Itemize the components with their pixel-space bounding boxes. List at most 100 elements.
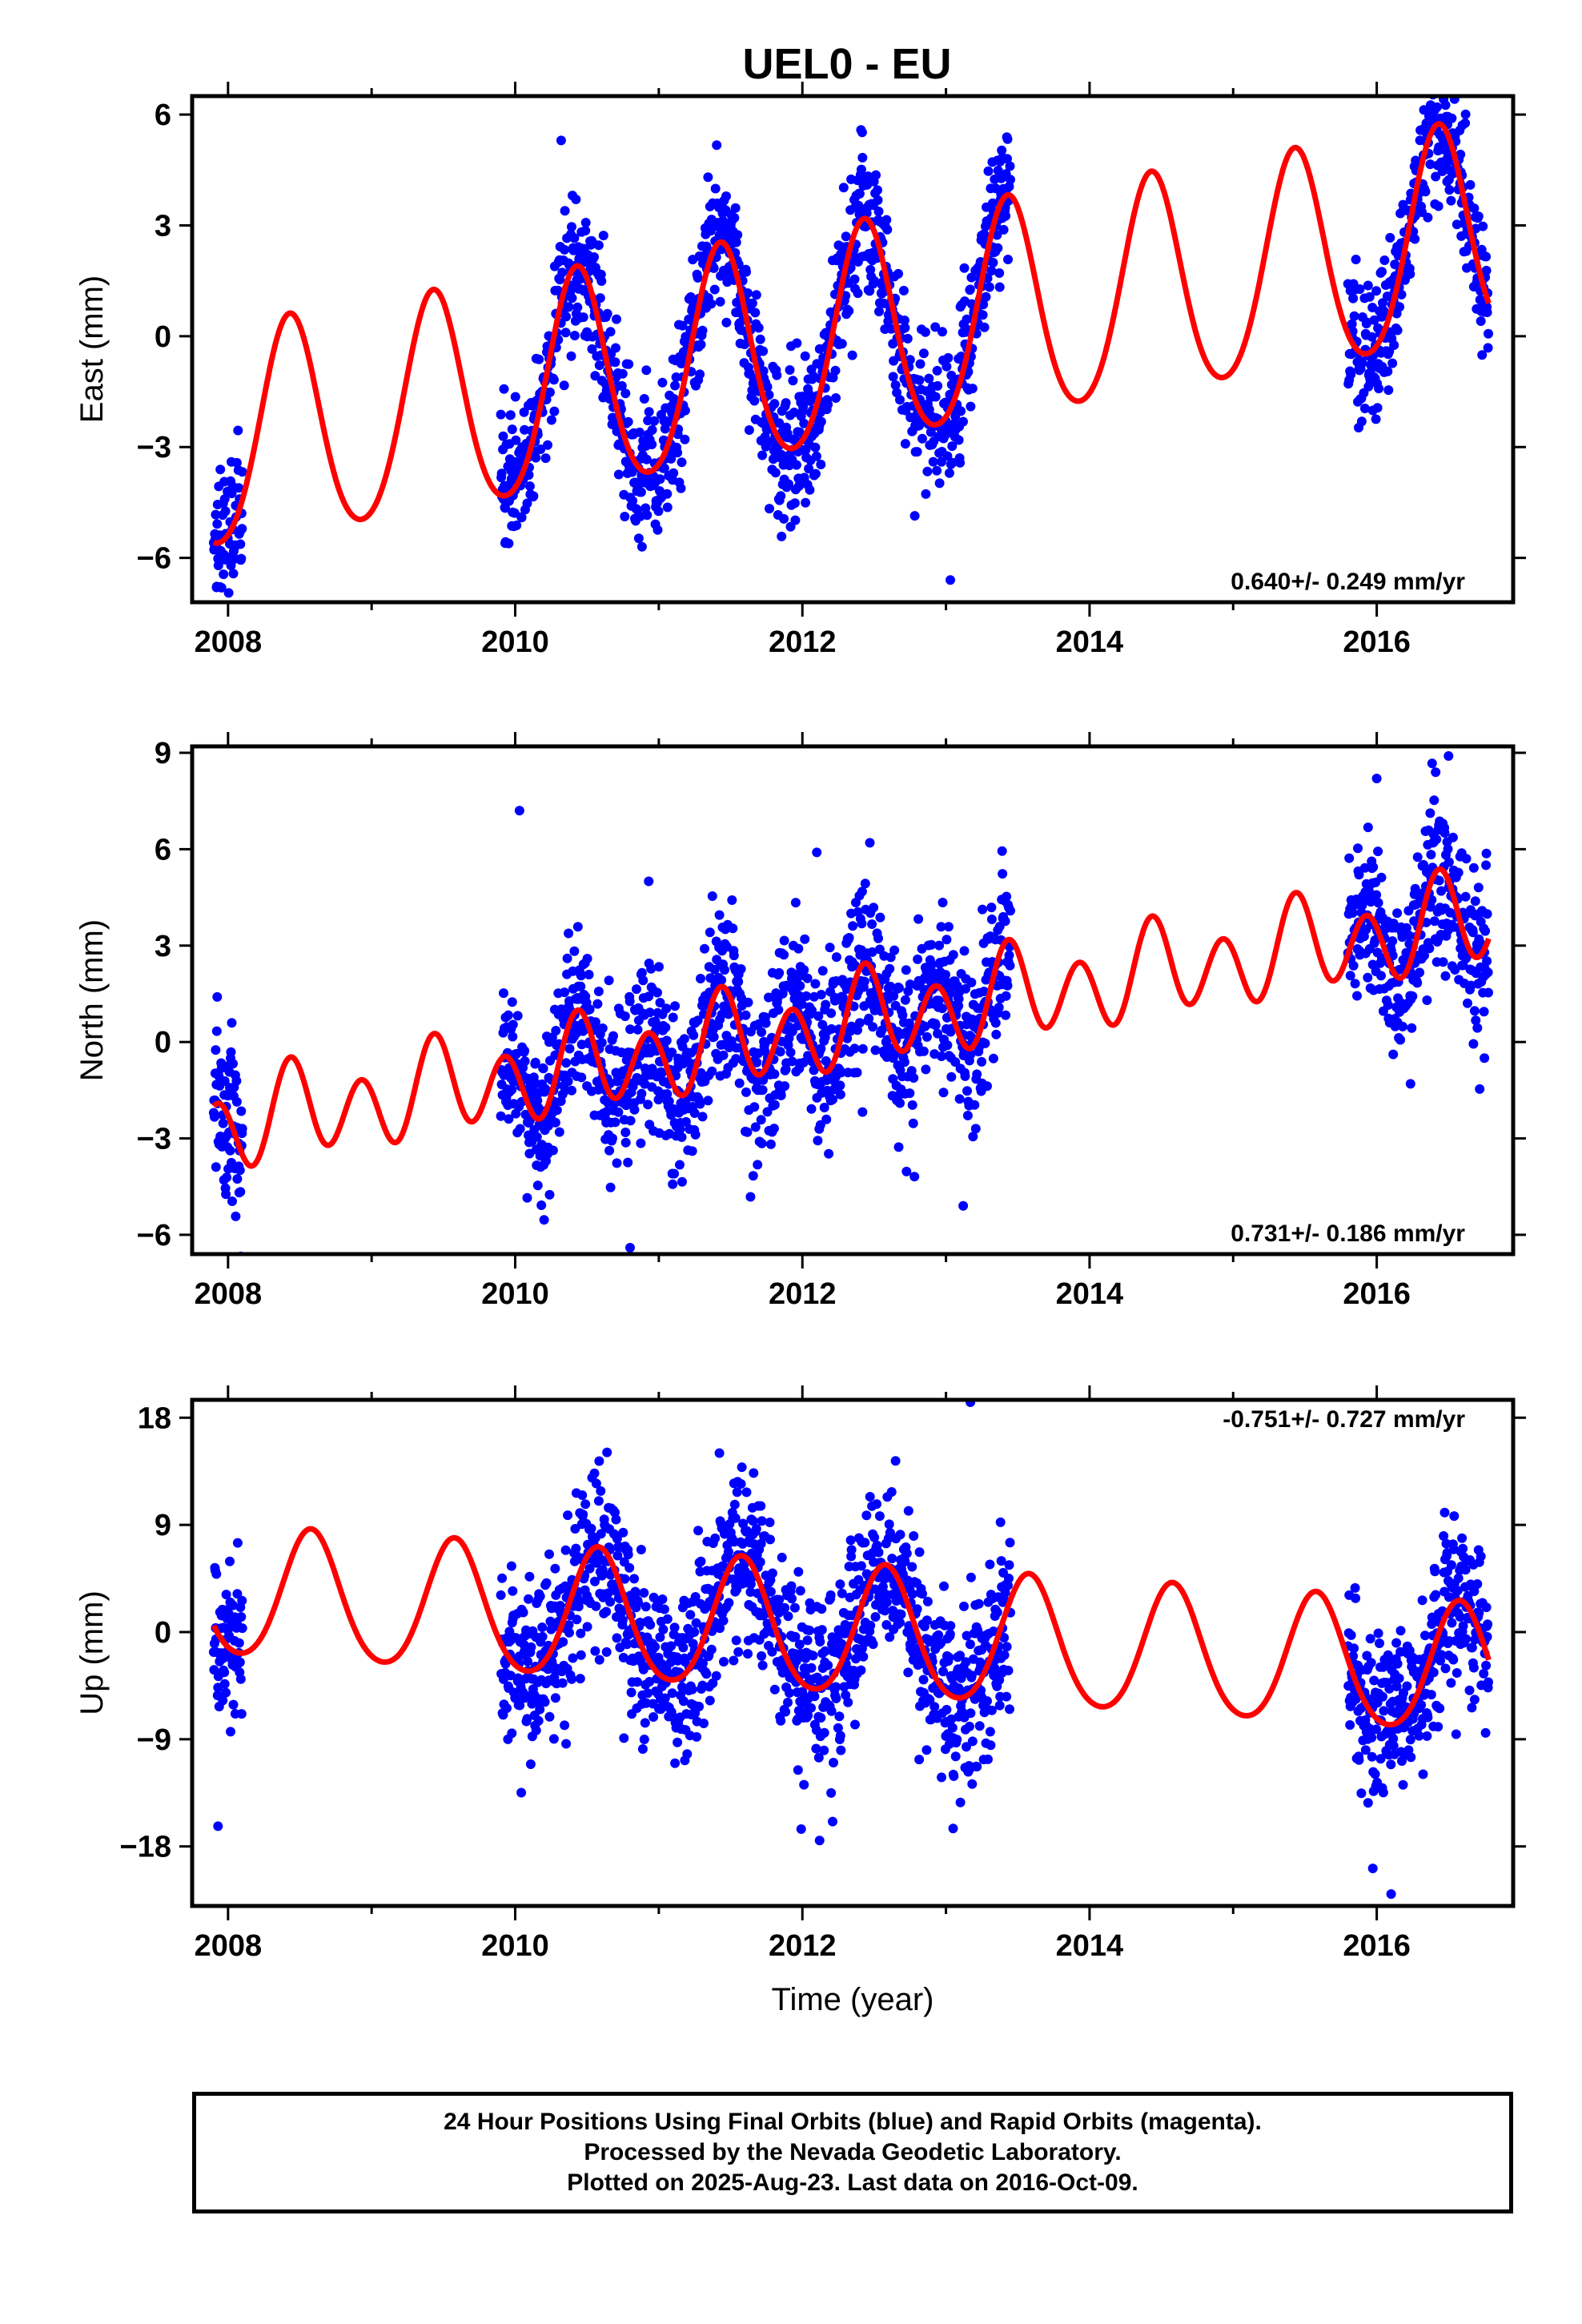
data-point	[795, 1586, 805, 1596]
data-point	[831, 393, 841, 403]
data-point	[221, 1189, 231, 1200]
data-point	[917, 1589, 927, 1599]
data-point	[793, 1765, 803, 1775]
data-point	[620, 1011, 630, 1021]
data-point	[1447, 113, 1457, 123]
data-point	[564, 1627, 574, 1638]
data-point	[779, 513, 789, 524]
data-point	[611, 1514, 621, 1525]
data-point	[226, 1727, 235, 1737]
data-point	[525, 1759, 536, 1769]
data-point	[705, 226, 716, 236]
data-point	[696, 974, 705, 983]
data-point	[1353, 843, 1363, 854]
data-point	[1460, 891, 1471, 902]
data-point	[576, 1072, 587, 1083]
data-point	[662, 1089, 673, 1100]
data-point	[524, 1571, 535, 1582]
data-point	[647, 424, 657, 435]
data-point	[809, 1065, 819, 1076]
data-point	[900, 439, 910, 449]
data-point	[1371, 890, 1382, 900]
data-point	[918, 1675, 929, 1685]
data-point	[624, 1562, 635, 1573]
data-point	[802, 973, 813, 983]
data-point	[633, 533, 644, 544]
data-point	[580, 1499, 591, 1510]
data-point	[520, 1056, 530, 1067]
data-point	[699, 1719, 709, 1728]
data-point	[695, 1099, 705, 1109]
data-point	[574, 1597, 584, 1606]
data-point	[1473, 883, 1484, 893]
data-point	[865, 1492, 875, 1502]
data-point	[992, 1607, 1002, 1618]
data-point	[943, 922, 954, 932]
data-point	[544, 1711, 555, 1722]
data-point	[693, 272, 703, 283]
data-point	[647, 440, 657, 449]
data-point	[938, 1003, 947, 1014]
data-point	[972, 1762, 982, 1771]
data-point	[1460, 109, 1471, 119]
data-point	[632, 1677, 642, 1687]
data-point	[1468, 1039, 1479, 1049]
data-point	[984, 282, 994, 292]
data-point	[226, 1047, 236, 1057]
data-point	[914, 375, 925, 385]
data-point	[755, 1557, 765, 1567]
data-point	[1001, 1010, 1011, 1020]
data-point	[1482, 909, 1492, 919]
data-point	[685, 1610, 696, 1620]
data-point	[693, 1526, 704, 1536]
data-point	[596, 1529, 606, 1539]
data-point	[537, 1631, 548, 1642]
data-point	[566, 351, 576, 361]
data-point	[1405, 1735, 1415, 1745]
data-point	[848, 921, 858, 931]
data-point	[234, 1638, 244, 1648]
data-point	[1419, 951, 1429, 961]
data-point	[852, 1068, 862, 1078]
data-point	[750, 308, 761, 318]
data-point	[898, 285, 909, 296]
data-point	[865, 286, 875, 296]
data-point	[657, 377, 668, 388]
data-point	[1451, 1729, 1461, 1739]
data-point	[670, 1758, 681, 1768]
data-point	[231, 1096, 242, 1107]
data-point	[979, 229, 990, 239]
data-point	[1006, 175, 1015, 185]
data-point	[235, 1657, 245, 1667]
data-point	[1431, 171, 1441, 182]
data-point	[507, 997, 517, 1007]
data-point	[1430, 1566, 1440, 1577]
data-point	[1439, 1507, 1450, 1518]
data-point	[595, 293, 605, 304]
data-point	[961, 324, 971, 334]
data-point	[563, 1510, 573, 1521]
data-point	[965, 284, 975, 295]
data-point	[1452, 1668, 1462, 1678]
data-point	[905, 355, 915, 365]
data-point	[617, 1615, 628, 1626]
data-point	[1004, 1574, 1014, 1583]
data-point	[895, 1530, 905, 1540]
data-point	[917, 433, 927, 444]
data-point	[550, 1693, 560, 1703]
data-point	[218, 1695, 228, 1706]
data-point	[889, 945, 900, 955]
data-point	[743, 997, 753, 1007]
data-point	[608, 1133, 617, 1144]
data-point	[966, 401, 976, 412]
data-point	[982, 1696, 992, 1707]
data-point	[697, 1112, 708, 1122]
data-point	[938, 1088, 949, 1098]
data-point	[826, 1008, 837, 1019]
data-point	[571, 1543, 581, 1554]
data-point	[819, 1103, 829, 1112]
data-point	[696, 1068, 706, 1078]
data-point	[896, 1609, 906, 1619]
data-point	[223, 588, 234, 598]
